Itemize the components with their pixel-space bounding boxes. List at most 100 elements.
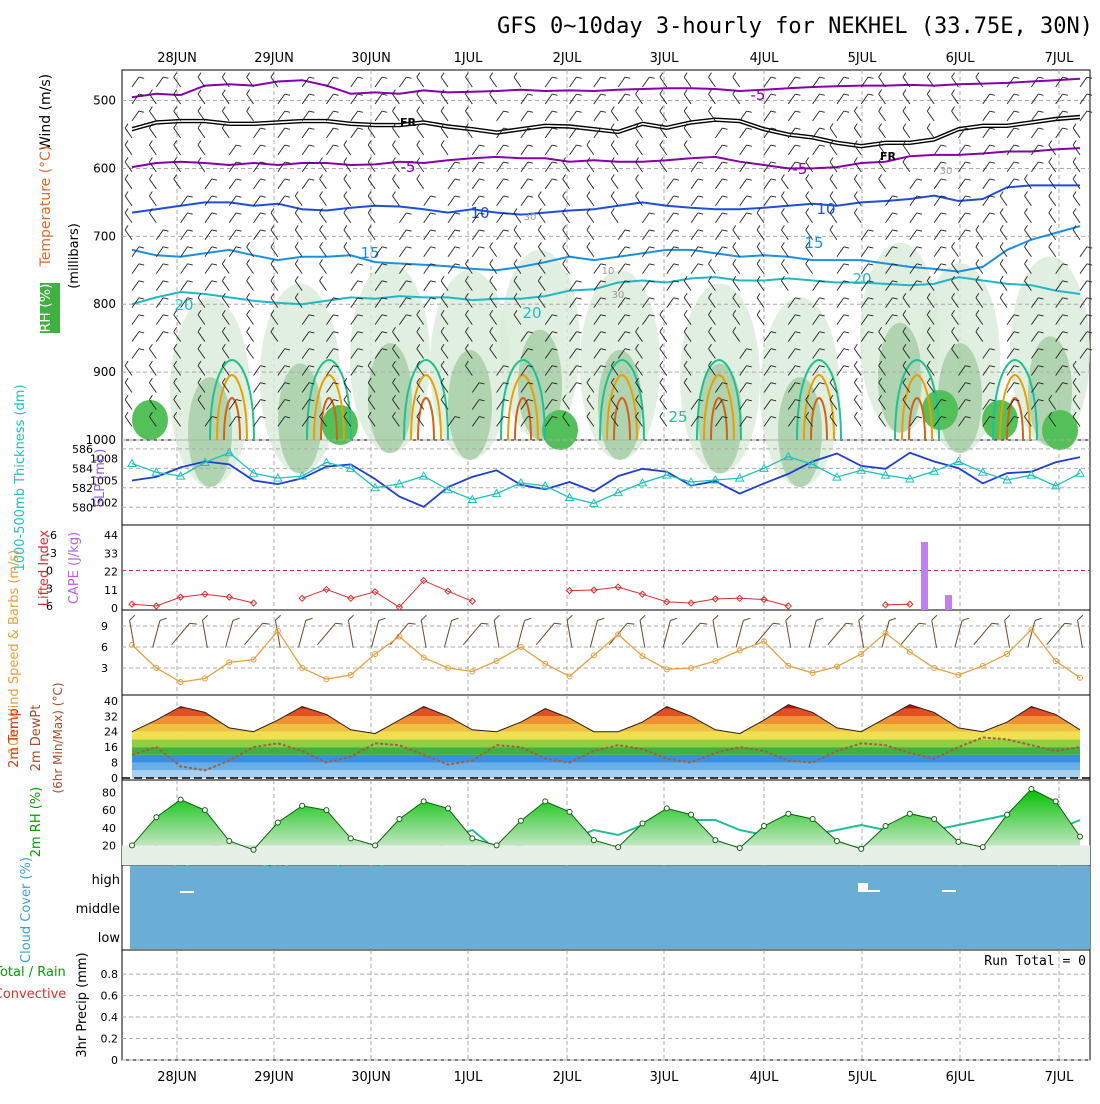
wind-barb-feather — [1048, 242, 1053, 248]
wind-barb — [975, 225, 984, 240]
isotherm-30-loop — [999, 373, 1031, 441]
wind10-marker — [445, 665, 451, 671]
wind-barb-staff — [569, 331, 577, 342]
wind-barb-staff — [569, 76, 577, 88]
wind-barb-staff — [367, 144, 376, 156]
wind-barb-staff — [787, 110, 796, 122]
wind-barb — [659, 343, 668, 359]
wind10-barb — [954, 617, 970, 648]
wind-barb-staff — [690, 263, 699, 274]
wind-barb-feather — [163, 246, 169, 249]
wind-barb-staff — [1055, 297, 1063, 308]
wind-barb-staff — [683, 76, 692, 88]
isotherm-25-loop — [894, 358, 940, 441]
wind-barb-feather — [357, 365, 363, 368]
wind-barb-staff — [829, 212, 838, 224]
wind-barb-feather — [659, 411, 664, 417]
wind-barb-staff — [933, 263, 942, 274]
wind-barb — [301, 144, 315, 156]
wind-barb-feather — [489, 242, 494, 248]
wind-barb — [350, 348, 363, 359]
wind-barb-staff — [544, 399, 553, 410]
wind-barb-staff — [659, 93, 668, 105]
wind-barb — [975, 242, 984, 257]
wind-barb-feather — [124, 394, 129, 400]
wind-barb — [496, 195, 509, 207]
wind-barb-feather — [1048, 140, 1053, 146]
rh-marker — [323, 807, 330, 814]
wind-barb-feather — [416, 174, 421, 180]
wind-barb-staff — [829, 161, 838, 173]
wind-barb — [690, 399, 704, 410]
wind-barb-staff — [416, 93, 425, 105]
wind-barb-feather — [878, 106, 882, 112]
wind-barb — [374, 76, 388, 88]
wind-barb — [149, 123, 157, 139]
precip-label-total-rain: Total / Rain — [0, 965, 66, 980]
wind-barb-feather — [392, 394, 396, 400]
wind-barb — [131, 76, 145, 88]
wind-barb-staff — [951, 93, 959, 105]
wind-barb-staff — [131, 331, 140, 342]
wind-barb — [1006, 178, 1020, 190]
wind10-marker — [1028, 626, 1035, 633]
wind-barb-feather — [1024, 276, 1028, 282]
wind-barb-staff — [374, 331, 383, 342]
wind-barb — [350, 314, 363, 325]
wind-barb — [399, 229, 412, 240]
wind-barb-staff — [878, 76, 886, 88]
wind-barb-feather — [319, 208, 323, 214]
wind-barb-staff — [926, 331, 935, 342]
wind10-barb-staff — [420, 620, 427, 648]
wind-barb — [423, 263, 436, 274]
wind-barb-feather — [406, 229, 412, 232]
wind-barb-feather — [173, 411, 178, 417]
wind-barb-staff — [562, 161, 570, 173]
wind-barb-feather — [746, 127, 752, 130]
wind-barb — [1031, 110, 1044, 122]
wind-barb-staff — [520, 195, 529, 207]
wind-barb — [124, 411, 133, 427]
wind-barb-feather — [489, 276, 494, 282]
wind-barb-feather — [173, 72, 178, 78]
wind-barb — [617, 297, 631, 308]
wind-barb — [739, 161, 752, 173]
li-marker — [784, 602, 793, 610]
wind-barb-staff — [399, 246, 407, 257]
wind-barb-feather — [138, 280, 145, 283]
wind-barb — [690, 178, 704, 190]
isotherm-30-loop — [703, 373, 735, 441]
wind-barb-feather — [308, 314, 315, 317]
wind-barb-feather — [940, 229, 947, 232]
wind-barb-feather — [381, 76, 388, 79]
wind-barb — [763, 93, 777, 105]
wind-barb-feather — [878, 411, 882, 417]
wind-barb — [635, 123, 643, 139]
wind-barb-staff — [277, 127, 286, 139]
wind-barb — [617, 263, 631, 274]
wind-barb-feather — [975, 259, 980, 265]
wind-barb — [513, 242, 522, 257]
isotherm-35-loop — [320, 396, 338, 441]
wind-barb-feather — [416, 411, 421, 417]
wind-barb — [763, 195, 777, 207]
wind-barb-staff — [569, 110, 577, 122]
wind-barb-feather — [999, 276, 1004, 282]
wind-barb-staff — [926, 297, 935, 308]
wind-barb-feather — [940, 246, 947, 249]
wind-barb-staff — [812, 331, 820, 342]
wind-barb — [805, 191, 813, 207]
wind-barb-staff — [149, 127, 157, 139]
wind-barb-feather — [211, 246, 218, 249]
wind-barb-staff — [520, 93, 529, 105]
wind-barb — [343, 191, 352, 207]
wind10-barb-feather — [554, 622, 562, 625]
thickness-marker — [832, 472, 842, 481]
wind-barb-staff — [1006, 348, 1015, 359]
wind-barb — [253, 178, 266, 190]
wind10-marker — [639, 653, 646, 660]
wind-barb-staff — [708, 76, 716, 88]
wind-barb — [999, 191, 1008, 207]
wind-barb-staff — [221, 297, 230, 308]
wind-barb — [666, 195, 679, 207]
